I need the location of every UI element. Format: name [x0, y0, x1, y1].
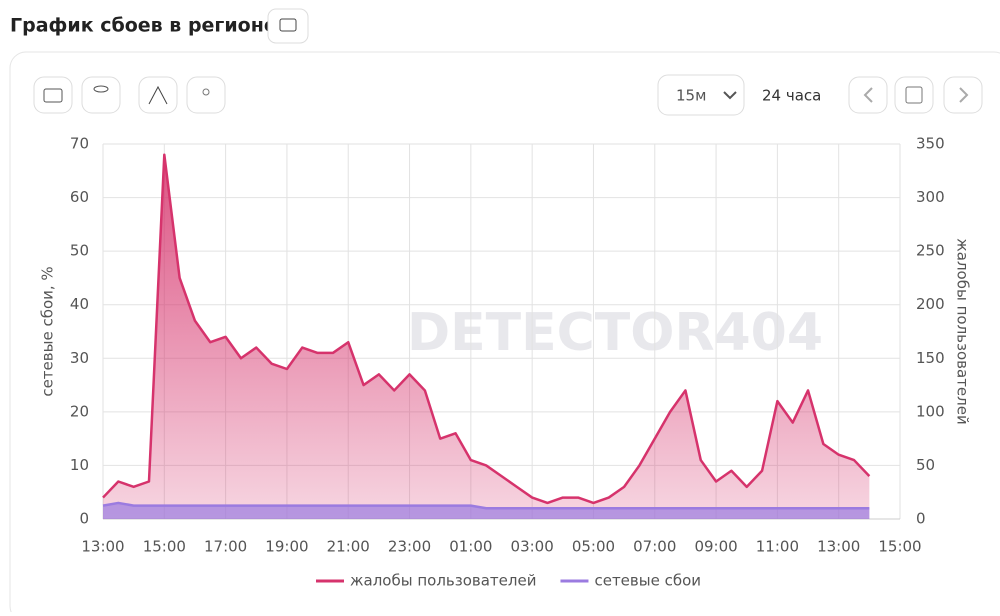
- y-tick-label: 70: [70, 135, 89, 153]
- x-tick-label: 21:00: [327, 538, 370, 556]
- icon: [723, 91, 737, 100]
- title: График сбоев в регионе: [10, 15, 277, 37]
- interval-select[interactable]: [657, 74, 745, 116]
- x-tick-label: 07:00: [633, 538, 676, 556]
- icon: [959, 87, 969, 103]
- y-axis-label: сетевые сбои, %: [39, 266, 57, 396]
- calendar-button[interactable]: [894, 76, 934, 114]
- y2-tick-label: 300: [916, 188, 945, 206]
- area: [103, 154, 870, 519]
- line: [102, 153, 871, 505]
- screen-button[interactable]: [267, 8, 309, 44]
- range[interactable]: 24 часа: [762, 87, 821, 105]
- icon: [202, 88, 210, 96]
- next-button[interactable]: [943, 76, 983, 114]
- x-tick-label: 19:00: [265, 538, 308, 556]
- data-button[interactable]: [81, 76, 121, 114]
- area: [103, 502, 870, 519]
- icon: [43, 88, 63, 103]
- line: [102, 501, 870, 510]
- y2-tick-label: 350: [916, 135, 945, 153]
- x-tick-label: 03:00: [511, 538, 554, 556]
- y-tick-label: 0: [79, 510, 89, 528]
- y-tick-label: 20: [70, 402, 89, 420]
- y-tick-label: 40: [70, 295, 89, 313]
- icon: [148, 85, 168, 105]
- x-tick-label: 09:00: [694, 538, 737, 556]
- watermark: DETECTOR404: [407, 303, 823, 363]
- x-tick-label: 13:00: [81, 538, 124, 556]
- area-button[interactable]: [138, 76, 178, 114]
- icon: [905, 86, 923, 104]
- icon: [93, 85, 109, 93]
- y2-tick-label: 50: [916, 456, 935, 474]
- y-tick-label: 10: [70, 456, 89, 474]
- x-tick-label: 23:00: [388, 538, 431, 556]
- y-tick-label: 30: [70, 349, 89, 367]
- x-tick-label: 01:00: [449, 538, 492, 556]
- y-tick-label: 50: [70, 242, 89, 260]
- y2-tick-label: 250: [916, 242, 945, 260]
- y2-axis-label: жалобы пользователей: [954, 238, 972, 424]
- y2-tick-label: 200: [916, 295, 945, 313]
- camera-button[interactable]: [33, 76, 73, 114]
- x-tick-label: 17:00: [204, 538, 247, 556]
- y2-tick-label: 100: [916, 402, 945, 420]
- y2-tick-label: 150: [916, 349, 945, 367]
- icon: [863, 87, 873, 103]
- interval: 15м: [676, 87, 706, 105]
- x-tick-label: 15:00: [143, 538, 186, 556]
- prev-button[interactable]: [848, 76, 888, 114]
- legend-label[interactable]: сетевые сбои: [594, 572, 701, 590]
- plot: 0 10 20 30 40 50 60 70 0 50 100 150 200 250 300 350 13:0…: [39, 135, 972, 590]
- x-tick-label: 15:00: [878, 538, 921, 556]
- x-tick-label: 13:00: [817, 538, 860, 556]
- y2-tick-label: 0: [916, 510, 926, 528]
- legend-label[interactable]: жалобы пользователей: [350, 572, 536, 590]
- x-tick-label: 05:00: [572, 538, 615, 556]
- icon: [279, 18, 297, 32]
- y-tick-label: 60: [70, 188, 89, 206]
- x-tick-label: 11:00: [756, 538, 799, 556]
